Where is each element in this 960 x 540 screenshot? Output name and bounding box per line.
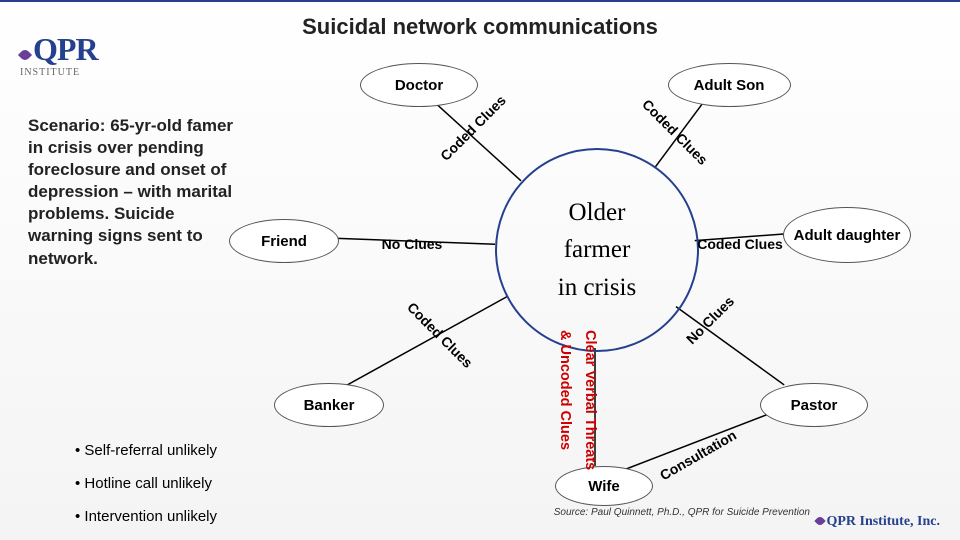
footer-logo: QPR Institute, Inc. (816, 514, 940, 530)
bullet-item: • Intervention unlikely (75, 508, 217, 525)
edge-label: Coded Clues (697, 236, 783, 252)
edge-label: Coded Clues (639, 96, 711, 168)
wife-edge-label-right: Clear Verbal Threats (582, 330, 598, 470)
top-border (0, 0, 960, 2)
leaf-icon (18, 48, 32, 62)
node-doctor: Doctor (360, 63, 478, 107)
edge-label: Consultation (657, 427, 739, 484)
edge-label: No Clues (683, 293, 737, 347)
node-wife: Wife (555, 466, 653, 506)
bullet-item: • Self-referral unlikely (75, 442, 217, 459)
bullet-list: • Self-referral unlikely • Hotline call … (75, 426, 217, 525)
node-adult_daughter: Adult daughter (783, 207, 911, 263)
qpr-logo: QPR INSTITUTE (20, 35, 98, 78)
node-pastor: Pastor (760, 383, 868, 427)
center-node: Older farmer in crisis (495, 148, 699, 352)
node-banker: Banker (274, 383, 384, 427)
center-line1: Older (569, 194, 626, 232)
center-line2: farmer (564, 231, 631, 269)
source-citation: Source: Paul Quinnett, Ph.D., QPR for Su… (554, 507, 810, 518)
bullet-item: • Hotline call unlikely (75, 475, 217, 492)
scenario-text: Scenario: 65-yr-old famer in crisis over… (28, 115, 238, 270)
leaf-icon (815, 515, 826, 526)
center-line3: in crisis (558, 269, 636, 307)
wife-edge-label-left: & Uncoded Clues (557, 330, 573, 450)
node-friend: Friend (229, 219, 339, 263)
node-adult_son: Adult Son (668, 63, 791, 107)
edge-label: Coded Clues (404, 299, 476, 371)
page-title: Suicidal network communications (0, 14, 960, 40)
edge-label: No Clues (382, 236, 443, 252)
